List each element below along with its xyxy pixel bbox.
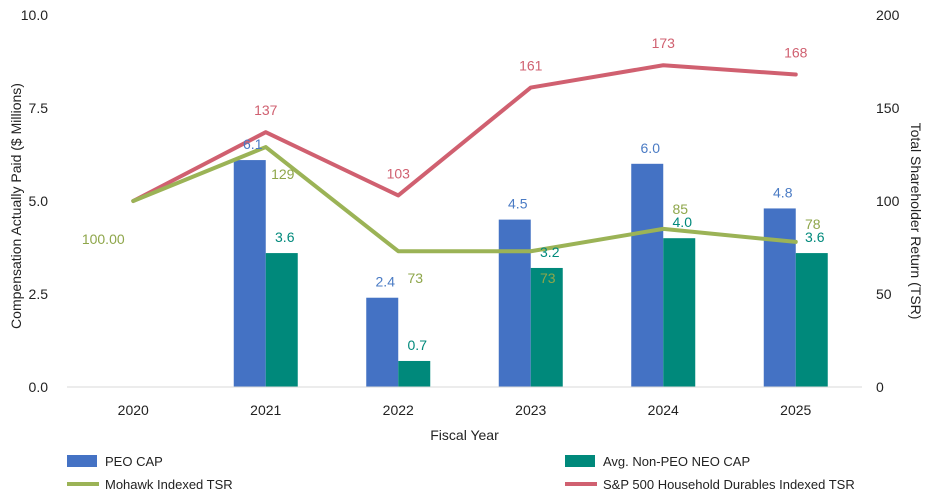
bar-peo-cap [763, 208, 796, 387]
bar-data-label: 4.8 [773, 184, 793, 200]
sp500-data-label: 161 [519, 58, 543, 74]
bar-data-label: 4.0 [673, 214, 693, 230]
y-tick-label: 0.0 [29, 379, 49, 395]
y2-tick-label: 100 [876, 193, 900, 209]
bar-peo-cap [366, 297, 399, 387]
x-tick-label: 2025 [780, 402, 811, 418]
bar-data-label: 6.1 [243, 136, 263, 152]
sp500-tsr-line [131, 63, 798, 203]
lines-layer [131, 63, 798, 254]
legend-label: S&P 500 Household Durables Indexed TSR [603, 477, 855, 492]
bar-data-label: 4.5 [508, 196, 528, 212]
sp500-data-label: 168 [784, 45, 808, 61]
legend-label: Mohawk Indexed TSR [105, 477, 233, 492]
x-tick-labels: 2020 2021 2022 2023 2024 2025 [118, 402, 812, 418]
legend-label: PEO CAP [105, 454, 163, 469]
y2-tick-label: 200 [876, 7, 900, 23]
bar-data-label: 3.2 [540, 244, 560, 260]
legend-item: S&P 500 Household Durables Indexed TSR [565, 477, 855, 492]
x-axis-title: Fiscal Year [430, 427, 499, 443]
bar-neo-cap [398, 360, 431, 387]
bar-data-label: 2.4 [376, 274, 396, 290]
y-tick-label: 5.0 [29, 193, 49, 209]
bar-neo-cap [265, 253, 298, 387]
sp500-data-label: 137 [254, 102, 278, 118]
mohawk-tsr-line [131, 145, 798, 254]
y-tick-label: 10.0 [21, 7, 48, 23]
legend-swatch [565, 455, 595, 467]
bars-layer [233, 160, 828, 387]
bar-neo-cap [663, 238, 696, 387]
bar-peo-cap [631, 163, 664, 387]
x-tick-label: 2022 [383, 402, 414, 418]
mohawk-data-label: 85 [672, 201, 688, 217]
mohawk-data-label: 73 [407, 270, 423, 286]
bar-neo-cap [530, 267, 563, 387]
mohawk-data-label: 100.00 [82, 231, 125, 247]
y-tick-label: 2.5 [29, 286, 49, 302]
x-tick-label: 2024 [648, 402, 679, 418]
legend-item: PEO CAP [67, 454, 163, 469]
legend-item: Mohawk Indexed TSR [67, 477, 233, 492]
x-tick-label: 2021 [250, 402, 281, 418]
data-labels-layer: 6.1 2.4 4.5 6.0 4.8 3.6 0.7 3.2 4.0 3.6 100.00 129 7… [82, 35, 825, 353]
legend-item: Avg. Non-PEO NEO CAP [565, 454, 750, 469]
y-tick-label: 7.5 [29, 100, 49, 116]
y2-tick-label: 50 [876, 286, 892, 302]
y-tick-labels: 0.0 2.5 5.0 7.5 10.0 [21, 7, 48, 395]
y-axis-title: Compensation Actually Paid ($ Millions) [8, 83, 24, 329]
mohawk-data-label: 78 [805, 216, 821, 232]
bar-data-label: 6.0 [641, 140, 661, 156]
mohawk-data-label: 129 [271, 166, 295, 182]
sp500-data-label: 173 [652, 35, 676, 51]
bar-data-label: 3.6 [805, 229, 825, 245]
legend-swatch [67, 455, 97, 467]
bar-peo-cap [498, 219, 531, 387]
bar-neo-cap [795, 253, 828, 387]
bar-data-label: 0.7 [408, 337, 428, 353]
x-tick-label: 2020 [118, 402, 149, 418]
bar-data-label: 3.6 [275, 229, 295, 245]
y2-tick-label: 0 [876, 379, 884, 395]
legend: PEO CAP Avg. Non-PEO NEO CAP Mohawk Indexe… [67, 454, 855, 492]
x-tick-label: 2023 [515, 402, 546, 418]
legend-label: Avg. Non-PEO NEO CAP [603, 454, 750, 469]
bar-peo-cap [233, 160, 266, 387]
y2-tick-label: 150 [876, 100, 900, 116]
mohawk-data-label: 73 [540, 270, 556, 286]
y2-axis-title: Total Shareholder Return (TSR) [908, 123, 924, 320]
y2-tick-labels: 0 50 100 150 200 [876, 7, 900, 395]
sp500-data-label: 103 [387, 165, 411, 181]
